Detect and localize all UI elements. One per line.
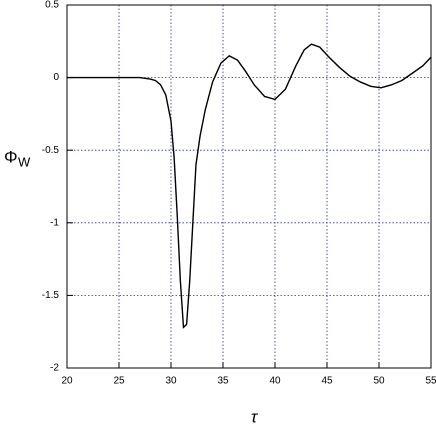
y-axis-label: Φ (4, 147, 18, 166)
x-tick-label: 35 (217, 376, 229, 387)
y-tick-label: -2 (50, 363, 59, 374)
y-tick-label: -1.5 (42, 290, 60, 301)
y-tick-label: 0.5 (45, 0, 59, 11)
y-tick-label: -1 (50, 217, 59, 228)
x-tick-label: 40 (269, 376, 281, 387)
x-tick-label: 50 (373, 376, 385, 387)
x-tick-label: 55 (425, 376, 436, 387)
data-line (67, 43, 432, 329)
plot-frame (66, 4, 432, 369)
y-tick-label: -0.5 (42, 145, 60, 156)
y-axis-label-subscript: W (18, 154, 31, 169)
x-tick-label: 20 (61, 376, 73, 387)
y-tick-label: 0 (53, 72, 59, 83)
x-tick-label: 45 (321, 376, 333, 387)
x-axis-label: τ (251, 407, 259, 426)
x-tick-label: 25 (113, 376, 125, 387)
x-tick-label: 30 (165, 376, 177, 387)
